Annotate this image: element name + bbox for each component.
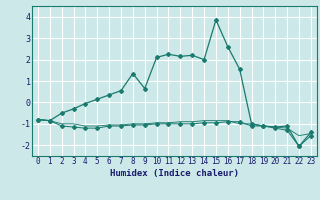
X-axis label: Humidex (Indice chaleur): Humidex (Indice chaleur) [110, 169, 239, 178]
